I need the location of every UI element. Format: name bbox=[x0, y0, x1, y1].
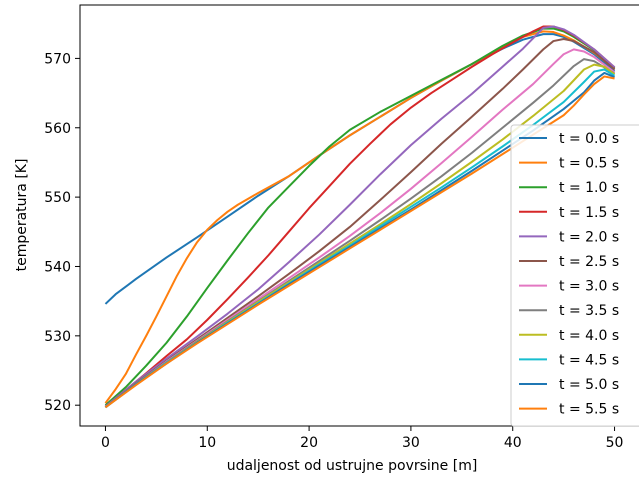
y-tick-label: 530 bbox=[44, 329, 71, 345]
legend-label: t = 4.0 s bbox=[559, 328, 619, 344]
series-line-11 bbox=[104, 75, 615, 409]
series-line-2 bbox=[104, 27, 616, 406]
series-line-5 bbox=[104, 37, 616, 409]
series-line-4 bbox=[104, 25, 616, 408]
x-tick-label: 30 bbox=[402, 435, 420, 451]
legend-label: t = 0.0 s bbox=[559, 131, 619, 147]
legend-label: t = 2.0 s bbox=[559, 229, 619, 245]
y-tick-label: 540 bbox=[44, 259, 71, 275]
legend-label: t = 3.0 s bbox=[559, 279, 619, 295]
x-tick-label: 0 bbox=[101, 435, 110, 451]
legend-label: t = 1.0 s bbox=[559, 180, 619, 196]
y-tick-label: 550 bbox=[44, 190, 71, 206]
legend-label: t = 2.5 s bbox=[559, 254, 619, 270]
legend: t = 0.0 s t = 0.5 s t = 1.0 s t = 1.5 s t = … bbox=[510, 124, 639, 427]
x-tick-label: 10 bbox=[198, 435, 216, 451]
x-tick-label: 20 bbox=[300, 435, 318, 451]
legend-label: t = 3.5 s bbox=[559, 303, 619, 319]
y-axis-label: temperatura [K] bbox=[14, 159, 30, 272]
y-tick-label: 570 bbox=[44, 51, 71, 67]
y-tick-label: 520 bbox=[44, 398, 71, 414]
legend-box bbox=[510, 124, 639, 427]
x-axis-label: udaljenost od ustrujne povrsine [m] bbox=[227, 458, 478, 474]
series-line-1 bbox=[104, 30, 616, 404]
y-axis-ticks: 520 530 540 550 560 570 bbox=[44, 51, 80, 414]
x-tick-label: 40 bbox=[504, 435, 522, 451]
legend-label: t = 5.0 s bbox=[559, 377, 619, 393]
legend-label: t = 0.5 s bbox=[559, 156, 619, 172]
series-lines bbox=[104, 25, 616, 409]
legend-label: t = 1.5 s bbox=[559, 205, 619, 221]
x-axis-ticks: 0 10 20 30 40 50 bbox=[101, 426, 623, 451]
legend-label: t = 4.5 s bbox=[559, 352, 619, 368]
y-tick-label: 560 bbox=[44, 121, 71, 137]
plot-frame bbox=[79, 4, 639, 427]
legend-label: t = 5.5 s bbox=[559, 402, 619, 418]
x-tick-label: 50 bbox=[606, 435, 624, 451]
